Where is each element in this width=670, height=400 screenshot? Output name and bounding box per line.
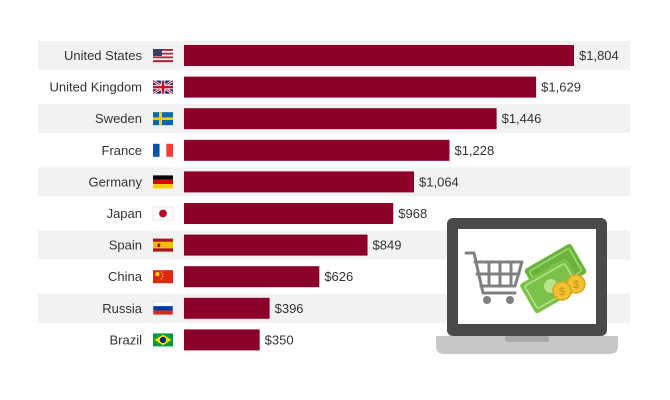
- country-label-brazil: Brazil: [109, 332, 142, 347]
- france-flag-icon: [153, 143, 173, 157]
- country-label-united-kingdom: United Kingdom: [50, 80, 143, 95]
- country-label-spain: Spain: [109, 238, 142, 253]
- bars: [184, 45, 574, 351]
- value-labels: $1,804 $1,629 $1,446 $1,228 $1,064 $968 $849 $6…: [265, 48, 619, 347]
- country-label-sweden: Sweden: [95, 111, 142, 126]
- value-label-france: $1,228: [454, 143, 494, 158]
- value-label-spain: $849: [373, 238, 402, 253]
- us-flag-icon: [153, 49, 173, 63]
- value-label-sweden: $1,446: [502, 111, 542, 126]
- country-label-russia: Russia: [102, 301, 143, 316]
- country-label-japan: Japan: [107, 206, 142, 221]
- shopping-cart-icon: [464, 251, 524, 304]
- bar-spain: [184, 234, 368, 256]
- country-label-united-states: United States: [64, 48, 143, 63]
- bar-japan: [184, 203, 394, 224]
- bar-china: [184, 266, 320, 288]
- svg-text:$: $: [559, 286, 565, 298]
- bar-sweden: [184, 108, 497, 130]
- bar-united-states: [184, 45, 574, 66]
- japan-flag-icon: [152, 206, 174, 221]
- value-label-brazil: $350: [265, 332, 294, 347]
- coins-icon: $ $: [552, 274, 586, 301]
- russia-flag-icon: [152, 301, 174, 316]
- value-label-united-kingdom: $1,629: [541, 80, 581, 95]
- bar-france: [184, 139, 450, 161]
- value-label-japan: $968: [398, 206, 427, 221]
- bar-brazil: [184, 329, 260, 351]
- ecommerce-illustration: $ $: [436, 218, 618, 354]
- country-labels: United States United Kingdom Sweden France G…: [50, 48, 143, 347]
- value-label-china: $626: [324, 269, 353, 284]
- value-label-russia: $396: [275, 301, 304, 316]
- china-flag-icon: [153, 270, 173, 284]
- brazil-flag-icon: [153, 333, 173, 347]
- country-label-germany: Germany: [89, 174, 143, 189]
- svg-text:$: $: [573, 279, 579, 291]
- bar-united-kingdom: [184, 76, 537, 98]
- value-label-united-states: $1,804: [579, 48, 619, 63]
- country-label-china: China: [108, 269, 143, 284]
- country-label-france: France: [102, 143, 142, 158]
- sweden-flag-icon: [153, 112, 173, 126]
- spain-flag-icon: [153, 238, 173, 252]
- bar-russia: [184, 297, 270, 319]
- bar-germany: [184, 171, 415, 193]
- value-label-germany: $1,064: [419, 174, 459, 189]
- flags: [152, 49, 174, 347]
- germany-flag-icon: [153, 175, 173, 189]
- uk-flag-icon: [152, 79, 174, 95]
